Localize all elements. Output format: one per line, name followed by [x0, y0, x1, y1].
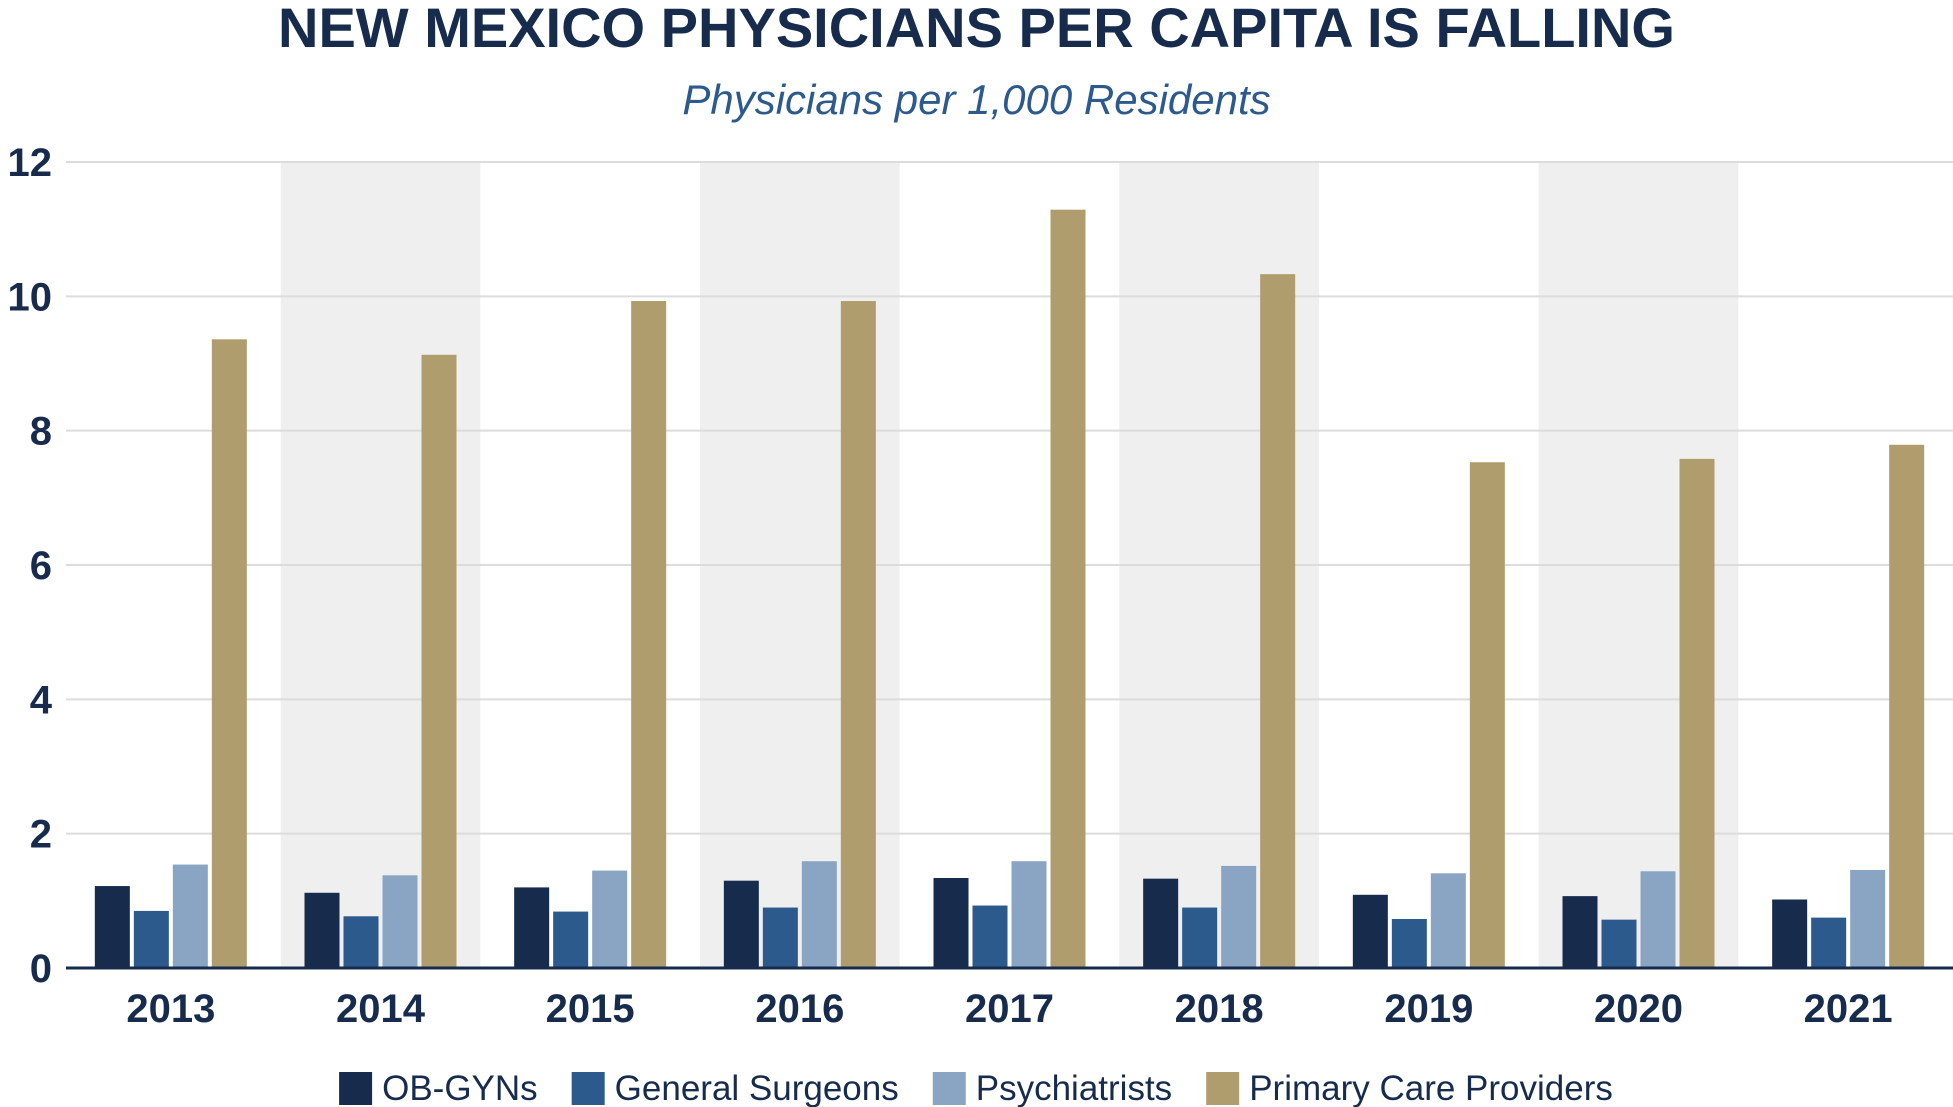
bar-2018-2 — [1221, 865, 1257, 968]
bar-2013-3 — [211, 339, 247, 968]
bar-2015-1 — [553, 911, 589, 968]
legend-label-2: Psychiatrists — [976, 1069, 1172, 1107]
bar-2019-2 — [1430, 873, 1466, 968]
legend-swatch-3 — [1206, 1072, 1240, 1105]
bar-2014-2 — [382, 875, 418, 968]
x-tick-label: 2018 — [1175, 987, 1264, 1031]
bar-2016-2 — [801, 861, 837, 968]
bar-2019-1 — [1391, 918, 1427, 968]
bar-2021-3 — [1889, 444, 1925, 968]
bar-2020-1 — [1601, 919, 1637, 968]
x-tick-label: 2013 — [126, 987, 215, 1031]
bar-2017-0 — [933, 877, 969, 968]
bar-2018-0 — [1143, 878, 1179, 968]
x-tick-label: 2020 — [1594, 987, 1683, 1031]
y-tick-label: 4 — [30, 678, 53, 722]
bar-2017-2 — [1011, 861, 1047, 968]
bar-2021-2 — [1850, 869, 1886, 968]
y-tick-label: 0 — [30, 947, 52, 991]
x-tick-label: 2021 — [1804, 987, 1893, 1031]
legend-swatch-1 — [571, 1072, 605, 1105]
legend-swatch-2 — [932, 1072, 966, 1105]
legend: OB-GYNs General Surgeons Psychiatrists Prim… — [339, 1069, 1613, 1107]
bar-2020-3 — [1679, 458, 1715, 968]
legend-swatch-0 — [339, 1072, 373, 1105]
bar-2014-3 — [421, 354, 457, 969]
x-axis-tick-labels: 2013 2014 2015 2016 2017 2018 2019 2020 2021 — [126, 987, 1892, 1031]
bar-2017-3 — [1050, 209, 1086, 968]
bar-2014-1 — [343, 916, 379, 968]
y-tick-label: 10 — [8, 275, 53, 319]
bar-2021-0 — [1772, 899, 1808, 968]
legend-label-1: General Surgeons — [615, 1069, 899, 1107]
bars — [94, 209, 1925, 969]
gridlines — [66, 161, 1953, 835]
bar-2015-0 — [514, 887, 550, 968]
y-tick-label: 8 — [30, 410, 52, 454]
x-tick-label: 2019 — [1384, 987, 1473, 1031]
bar-2016-0 — [723, 880, 759, 968]
bar-2013-1 — [133, 910, 169, 968]
bar-2015-2 — [592, 870, 628, 968]
bar-2020-2 — [1640, 871, 1676, 968]
y-tick-label: 6 — [30, 544, 52, 588]
x-tick-label: 2015 — [546, 987, 635, 1031]
y-axis-tick-labels: 0 2 4 6 8 10 12 — [8, 141, 53, 991]
y-tick-label: 12 — [8, 141, 53, 185]
y-tick-label: 2 — [30, 813, 52, 857]
bar-2013-2 — [172, 864, 208, 968]
chart-title: NEW MEXICO PHYSICIANS PER CAPITA IS FALL… — [278, 0, 1675, 59]
bar-2017-1 — [972, 905, 1008, 968]
bar-2014-0 — [304, 892, 340, 968]
chart-subtitle: Physicians per 1,000 Residents — [682, 76, 1271, 123]
bar-2016-3 — [840, 301, 876, 968]
legend-label-3: Primary Care Providers — [1249, 1069, 1613, 1107]
bar-2018-3 — [1260, 274, 1296, 968]
x-tick-label: 2016 — [755, 987, 844, 1031]
legend-label-0: OB-GYNs — [382, 1069, 538, 1107]
bar-2019-3 — [1469, 462, 1505, 968]
bar-2020-0 — [1562, 896, 1598, 968]
bar-2019-0 — [1352, 894, 1388, 968]
bar-2015-3 — [631, 301, 667, 968]
x-tick-label: 2014 — [336, 987, 426, 1031]
bar-2021-1 — [1811, 917, 1847, 968]
x-tick-label: 2017 — [965, 987, 1054, 1031]
bar-2016-1 — [762, 907, 798, 968]
bar-2018-1 — [1182, 907, 1218, 968]
bar-2013-0 — [94, 886, 130, 968]
